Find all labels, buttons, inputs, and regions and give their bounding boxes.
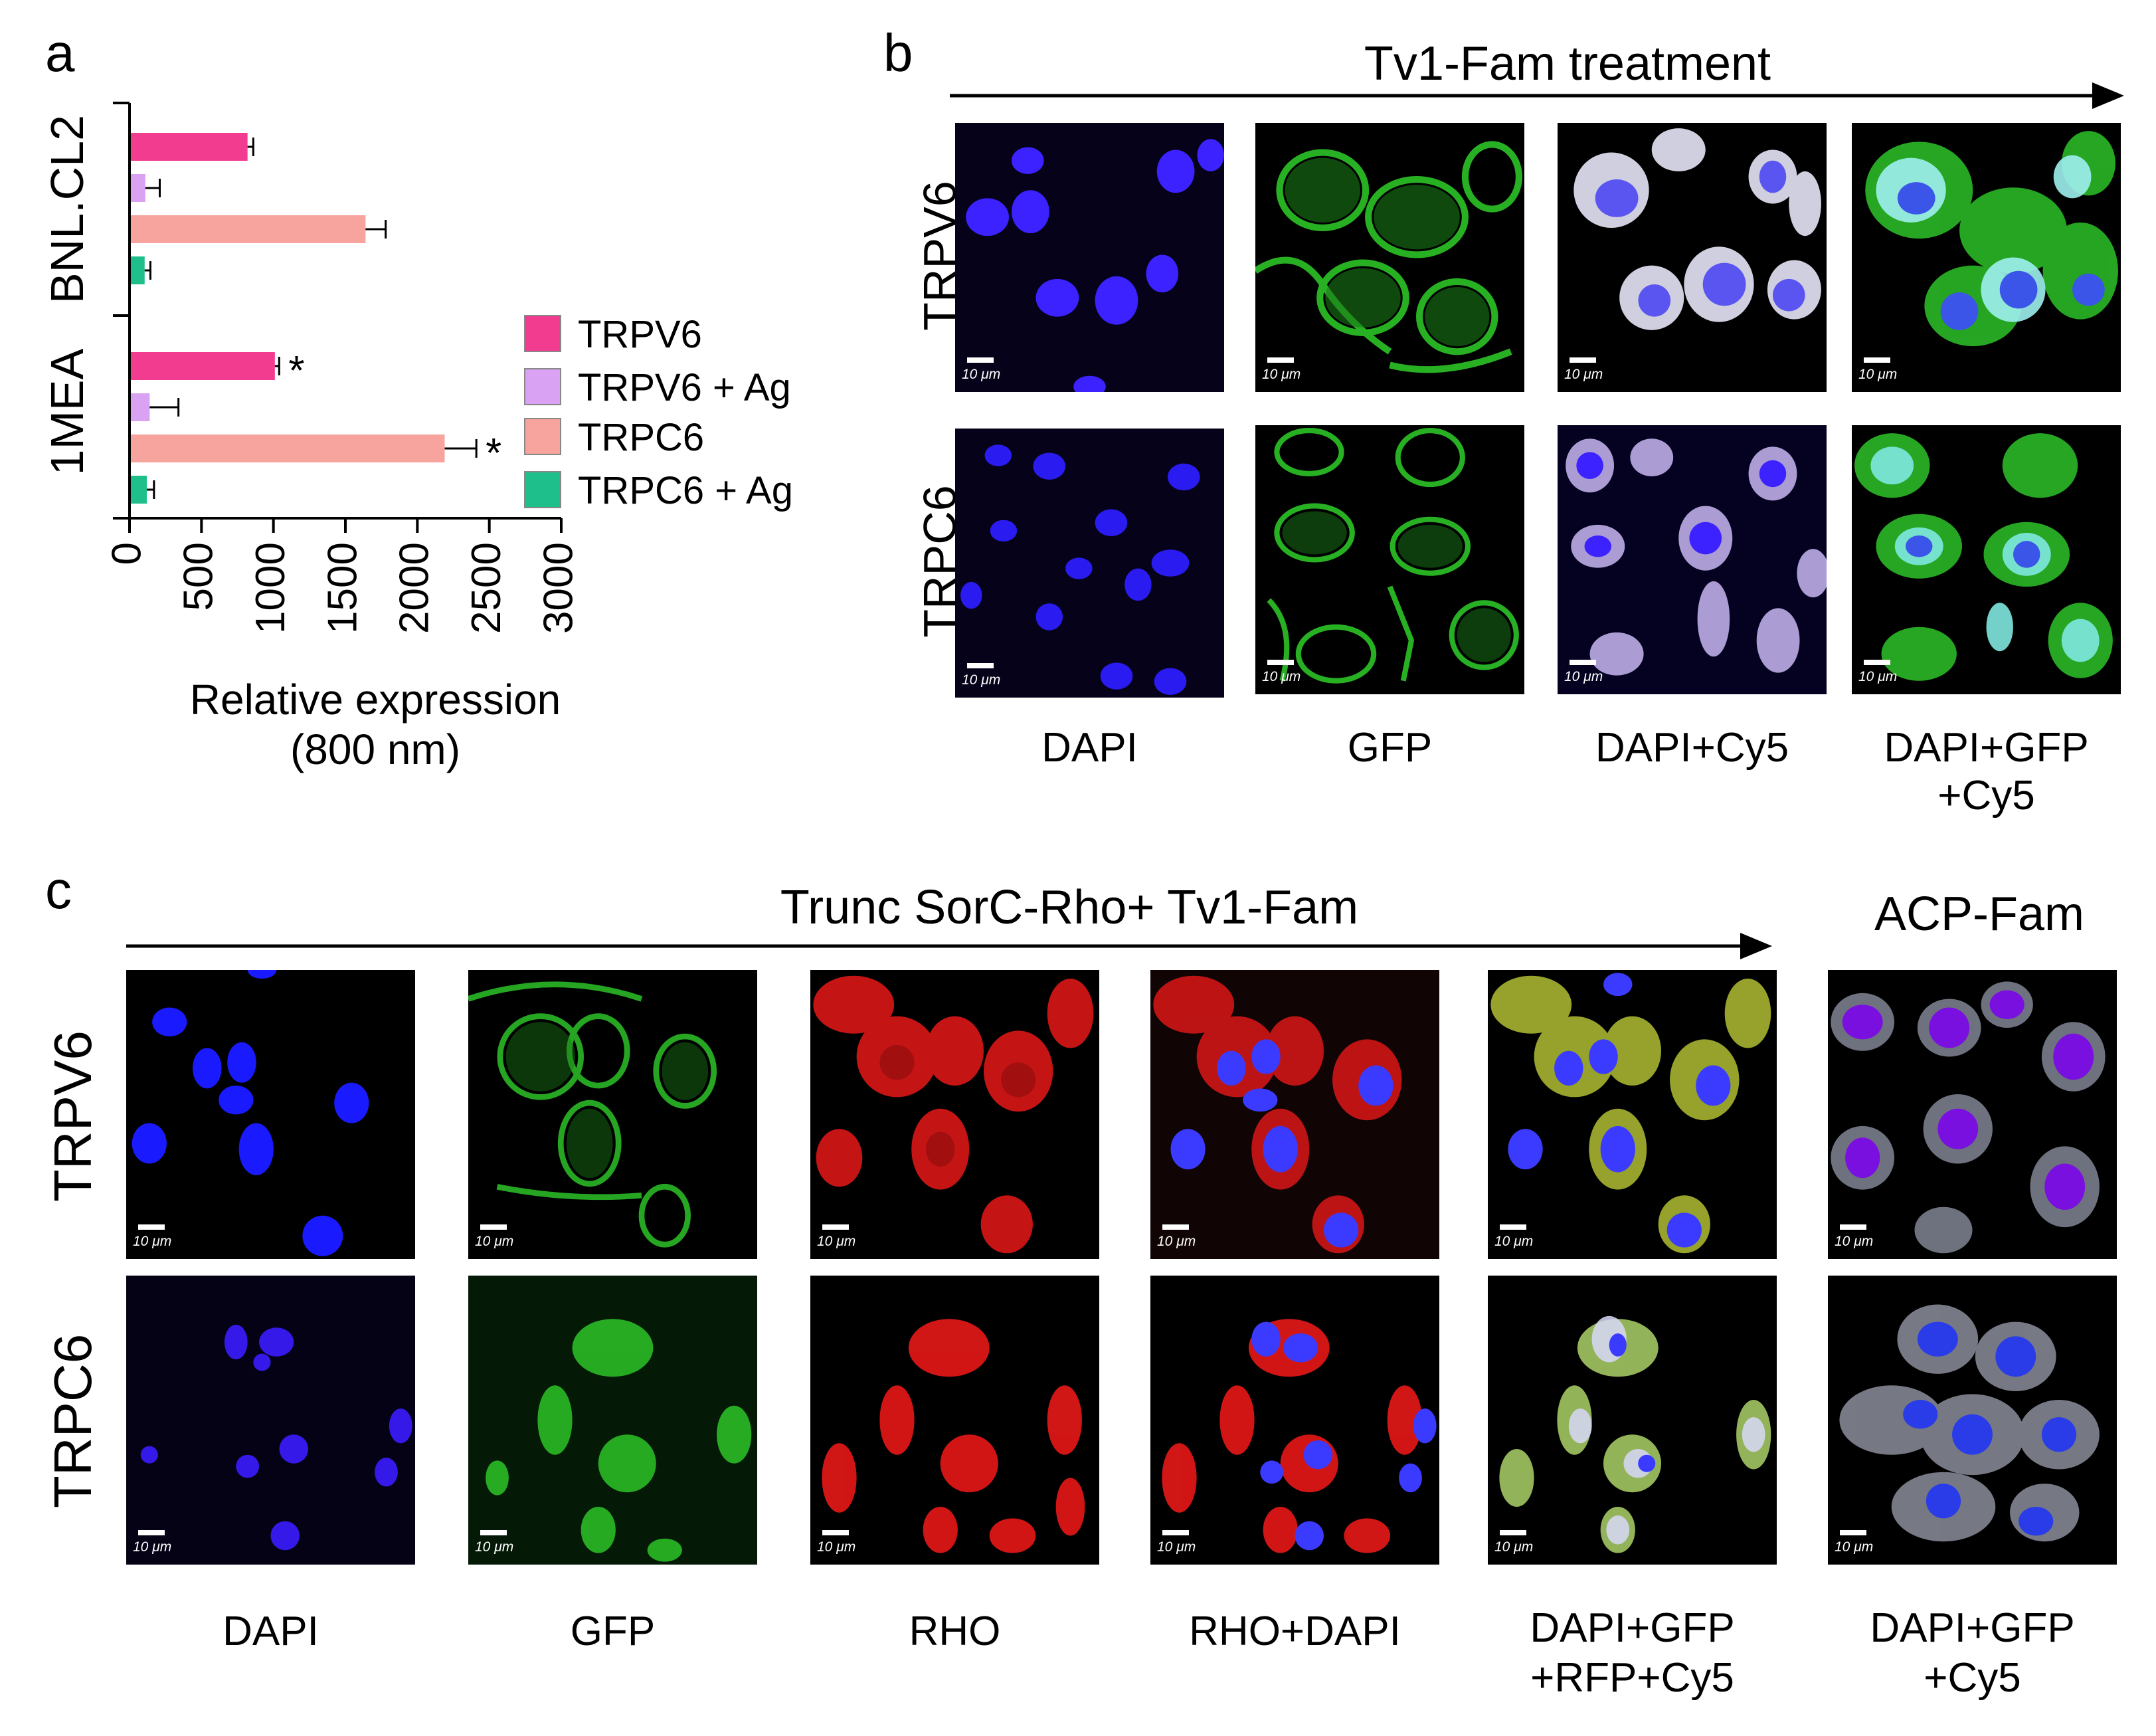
micrograph-c-trpc6-merge: 10 μm [1488,1276,1777,1565]
x-tick-label: 2500 [464,542,509,634]
panel-c-col-label-merge-line1: DAPI+GFP [1530,1605,1735,1651]
panel-b-col-label-dapi-cy5: DAPI+Cy5 [1595,725,1789,771]
micrograph-c-trpv6-rho-dapi: 10 μm [1150,970,1439,1259]
x-tick-label: 2000 [392,542,438,634]
bar [131,256,145,284]
micrograph-c-trpc6-dapi: 10 μm [126,1276,415,1565]
scale-bar: 10 μm [1858,357,1897,383]
panel-c-row-label-trpv6: TRPV6 [43,1030,102,1202]
legend-swatch [524,315,561,352]
panel-c-control-label: ACP-Fam [1874,888,2085,941]
micrograph-c-trpc6-acp-fam: 10 μm [1828,1276,2117,1565]
scale-bar: 10 μm [1835,1530,1873,1555]
panel-b-arrow [950,82,2124,109]
group-label: BNL.CL2 [41,115,93,304]
micrograph-c-trpv6-merge: 10 μm [1488,970,1777,1259]
panel-c-col-label-rho-dapi: RHO+DAPI [1189,1608,1401,1654]
micrograph-c-trpv6-rho: 10 μm [810,970,1099,1259]
panel-b-treatment-label: Tv1-Fam treatment [1364,37,1771,90]
scale-bar: 10 μm [1564,357,1603,383]
micrograph-b-trpv6-dapi-gfp-cy5: 10 μm [1852,123,2121,392]
micrograph-b-trpc6-gfp: 10 μm [1255,425,1524,694]
group-label: 1MEA [41,348,93,475]
x-tick-label: 1500 [319,542,365,634]
micrograph-b-trpv6-dapi-cy5: 10 μm [1558,123,1827,392]
panel-b-col-label-merge-line1: DAPI+GFP [1884,725,2089,771]
scale-bar: 10 μm [962,357,1000,383]
x-axis-label-line1: Relative expression [190,676,561,723]
significance-marker: * [288,348,304,394]
scale-bar: 10 μm [1262,660,1301,685]
legend-label: TRPC6 + Ag [578,469,793,512]
panel-c-col-label-acp-line2: +Cy5 [1924,1655,2021,1701]
bar [131,133,248,161]
panel-a-letter: a [45,23,75,82]
scale-bar: 10 μm [1494,1530,1533,1555]
scale-bar: 10 μm [817,1530,855,1555]
panel-c-letter: c [45,860,72,919]
panel-c-col-label-rho: RHO [909,1608,1001,1654]
panel-c-col-label-dapi: DAPI [223,1608,319,1654]
panel-c-row-label-trpc6: TRPC6 [43,1333,102,1508]
scale-bar: 10 μm [1157,1224,1196,1250]
micrograph-c-trpc6-rho: 10 μm [810,1276,1099,1565]
micrograph-b-trpc6-dapi-gfp-cy5: 10 μm [1852,425,2121,694]
legend-label: TRPV6 [578,313,702,356]
micrograph-b-trpc6-dapi-cy5: 10 μm [1558,425,1827,694]
scale-bar: 10 μm [133,1224,171,1250]
legend-swatch [524,418,561,455]
scale-bar: 10 μm [1564,660,1603,685]
x-tick-label: 500 [176,542,222,611]
legend-label: TRPV6 + Ag [578,366,791,409]
panel-c-col-label-merge-line2: +RFP+Cy5 [1530,1655,1734,1701]
legend-swatch [524,368,561,405]
legend-label: TRPC6 [578,416,704,459]
bar [131,215,366,243]
panel-b-col-label-gfp: GFP [1347,725,1433,771]
x-tick-label: 1000 [248,542,294,634]
scale-bar: 10 μm [962,663,1000,688]
bar [131,434,445,462]
micrograph-c-trpc6-gfp: 10 μm [468,1276,757,1565]
panel-c-col-label-acp-line1: DAPI+GFP [1870,1605,2075,1651]
x-tick-label: 0 [104,542,149,565]
bar [131,393,150,421]
panel-b-letter: b [883,23,913,82]
x-axis-label-line2: (800 nm) [290,725,460,773]
legend-swatch [524,471,561,508]
panel-b-col-label-dapi: DAPI [1041,725,1138,771]
panel-a-bar-chart: 0 500 1000 1500 2000 2500 3000 * * BNL.CL2 1MEA TRP… [41,102,793,773]
panel-c-col-label-gfp: GFP [570,1608,656,1654]
scale-bar: 10 μm [1157,1530,1196,1555]
bar [131,352,275,380]
scale-bar: 10 μm [1262,357,1301,383]
significance-marker: * [486,431,501,476]
panel-c-arrow [126,933,1772,959]
panel-b-col-label-merge-line2: +Cy5 [1937,773,2035,819]
micrograph-b-trpv6-gfp: 10 μm [1255,123,1524,392]
bar [131,476,147,504]
scale-bar: 10 μm [133,1530,171,1555]
scale-bar: 10 μm [1494,1224,1533,1250]
scale-bar: 10 μm [475,1224,513,1250]
micrograph-c-trpv6-gfp: 10 μm [468,970,757,1259]
scale-bar: 10 μm [1858,660,1897,685]
micrograph-c-trpv6-acp-fam: 10 μm [1828,970,2117,1259]
micrograph-b-trpv6-dapi: 10 μm [955,123,1224,392]
micrograph-c-trpv6-dapi: 10 μm [126,970,415,1259]
micrograph-c-trpc6-rho-dapi: 10 μm [1150,1276,1439,1565]
bar [131,174,145,202]
micrograph-b-trpc6-dapi: 10 μm [955,429,1224,698]
panel-c-treatment-label: Trunc SorC-Rho+ Tv1-Fam [780,881,1359,934]
scale-bar: 10 μm [475,1530,513,1555]
scale-bar: 10 μm [1835,1224,1873,1250]
scale-bar: 10 μm [817,1224,855,1250]
x-tick-label: 3000 [535,542,581,634]
